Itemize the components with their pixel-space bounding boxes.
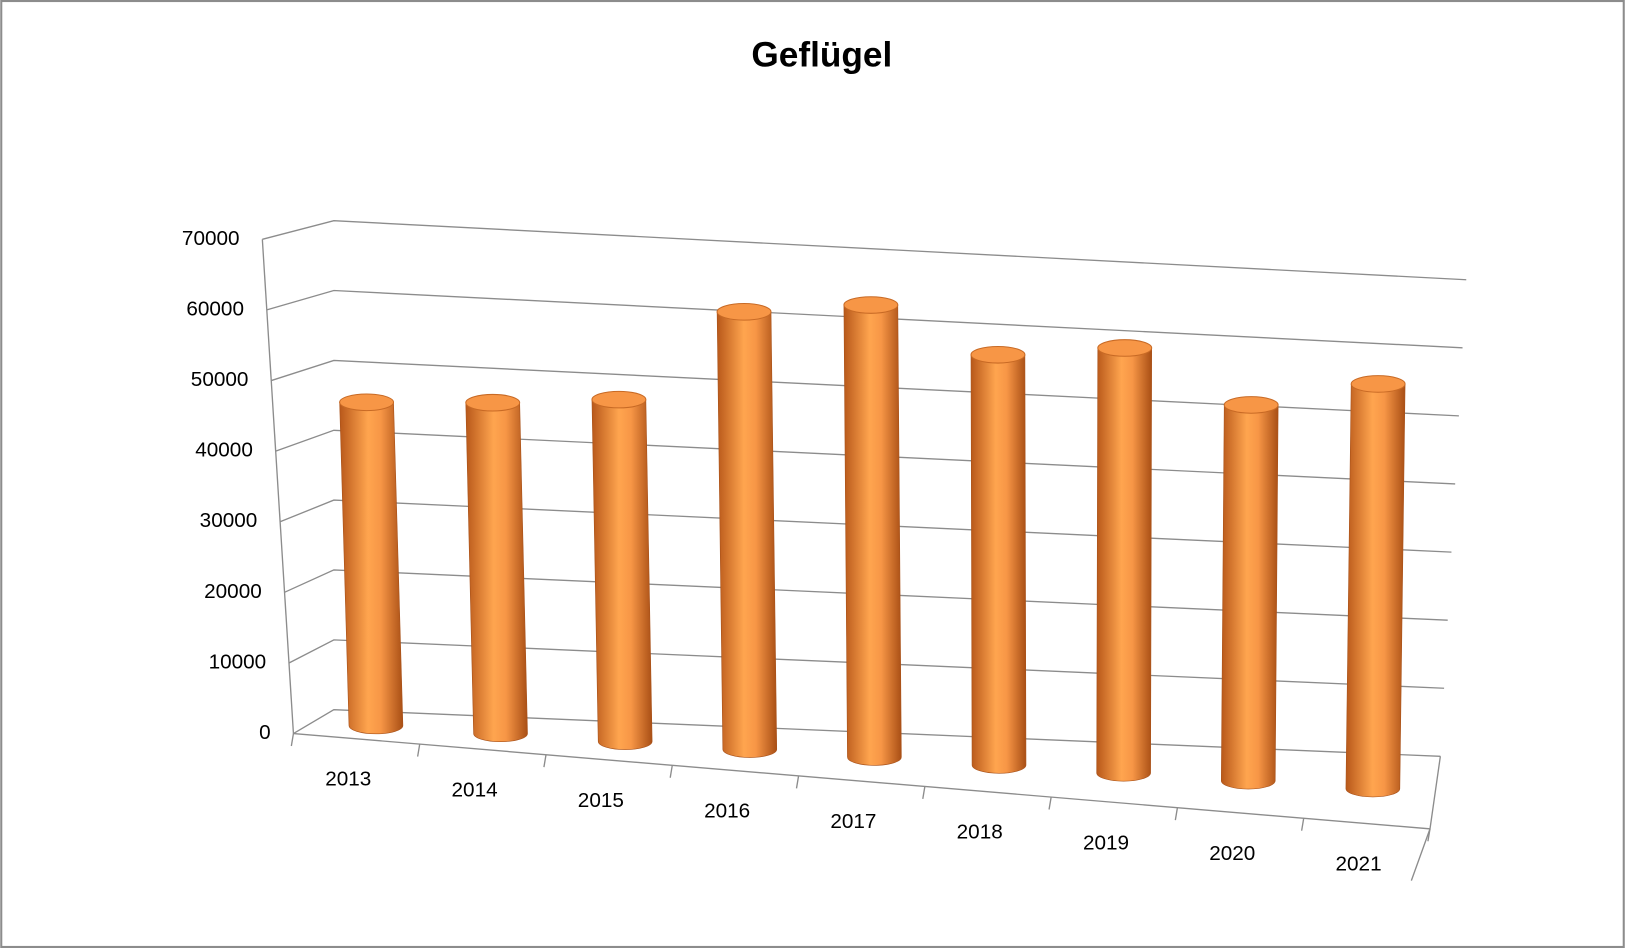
bar [716, 311, 778, 758]
grid-line [266, 289, 1463, 349]
bar [591, 399, 653, 750]
x-tick [1174, 807, 1179, 821]
bar [843, 304, 902, 766]
y-tick-label: 20000 [204, 580, 262, 603]
grid-line [275, 429, 1456, 485]
x-tick-label: 2014 [452, 778, 498, 801]
y-tick-label: 50000 [191, 368, 249, 391]
x-tick [416, 744, 421, 757]
x-tick [922, 786, 926, 800]
x-tick-label: 2018 [957, 821, 1003, 844]
x-tick [669, 765, 673, 778]
bar-group [843, 296, 902, 766]
x-tick-label: 2021 [1336, 852, 1382, 875]
x-tick [543, 754, 547, 768]
bar [970, 354, 1027, 774]
x-tick-label: 2016 [704, 800, 750, 823]
x-tick-label: 2020 [1209, 842, 1255, 865]
y-tick-label: 60000 [186, 297, 244, 320]
bar-top [716, 303, 772, 321]
bar-top [1223, 396, 1279, 414]
bar-top [591, 390, 647, 409]
y-tick-label: 0 [259, 721, 271, 744]
bar-top [1350, 375, 1406, 393]
x-tick [1300, 818, 1305, 831]
y-tick-label: 30000 [200, 509, 258, 532]
bar-group [339, 393, 404, 735]
chart-title: Geflügel [751, 35, 892, 74]
bar-group [1345, 375, 1406, 798]
bar-top [970, 345, 1026, 364]
y-tick-label: 40000 [195, 439, 253, 462]
bar-group [465, 393, 528, 743]
bar-top [1097, 339, 1153, 357]
bar-group [716, 303, 778, 758]
grid-line [284, 569, 1448, 621]
y-tick-label: 10000 [209, 650, 267, 673]
grid-line [262, 220, 1467, 281]
grid-line [288, 639, 1445, 689]
bar-group [970, 345, 1027, 774]
bar-top [465, 393, 521, 412]
floor-edge [1410, 828, 1431, 881]
bar [1220, 404, 1279, 790]
grid-line [279, 499, 1452, 553]
bar-group [591, 390, 653, 750]
x-tick-label: 2017 [830, 810, 876, 833]
bar-group [1220, 396, 1279, 790]
x-tick [795, 775, 800, 789]
grid-line [271, 359, 1459, 417]
bar-group [1096, 339, 1153, 782]
bar [339, 401, 404, 735]
x-tick [290, 733, 295, 747]
bar [1345, 383, 1406, 798]
y-axis [261, 239, 295, 734]
x-tick-label: 2015 [578, 789, 624, 812]
x-tick-label: 2013 [325, 768, 371, 791]
x-tick [1048, 796, 1052, 810]
bar-top [843, 296, 899, 314]
grid-line [293, 709, 1441, 758]
y-tick-label: 70000 [182, 227, 240, 250]
bar [1096, 347, 1152, 782]
x-tick-label: 2019 [1083, 831, 1129, 854]
bar [465, 402, 528, 743]
bar-top [339, 393, 395, 412]
